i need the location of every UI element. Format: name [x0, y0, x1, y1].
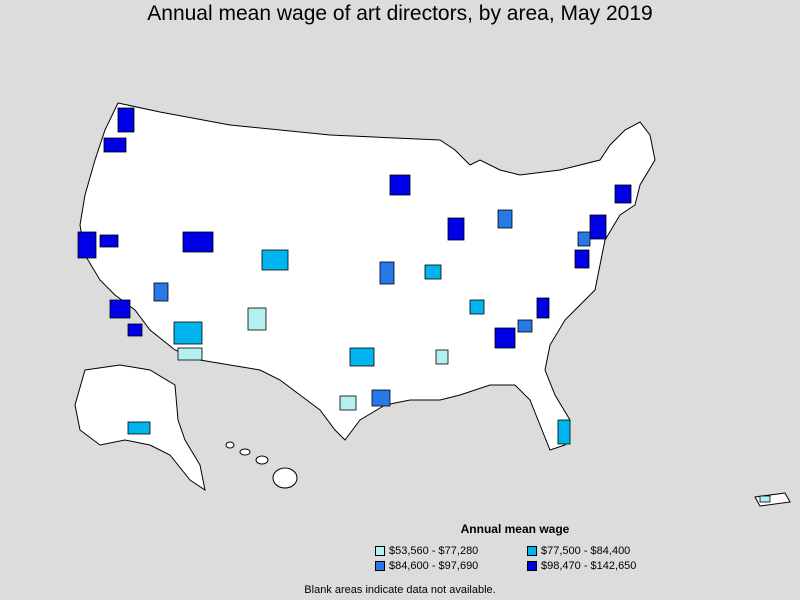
las-vegas-area [153, 282, 169, 302]
boston-area [614, 184, 632, 204]
legend-title: Annual mean wage [460, 522, 570, 536]
legend-label-3: $84,600 - $97,690 [389, 560, 479, 572]
nashville-area [469, 299, 485, 315]
ny-area [589, 214, 607, 240]
atlanta-area [494, 327, 516, 349]
san-diego-area [127, 323, 143, 337]
legend-swatch-3 [375, 561, 385, 571]
seattle-area [117, 107, 135, 133]
tucson-area [177, 347, 203, 361]
legend-swatch-1 [375, 546, 385, 556]
charlotte-area [517, 319, 533, 333]
memphis-area [435, 349, 449, 365]
metro-areas [77, 107, 771, 503]
hawaii-islands [225, 441, 298, 489]
legend-item-2: $77,500 - $84,400 [527, 545, 630, 557]
salt-lake-area [182, 231, 214, 253]
dallas-area [349, 347, 375, 367]
anchorage-area [127, 421, 151, 435]
sf-bay-area [77, 231, 97, 259]
legend-label-4: $98,470 - $142,650 [541, 560, 637, 572]
portland-area [103, 137, 127, 153]
map-title: Annual mean wage of art directors, by ar… [147, 2, 653, 25]
legend-swatch-2 [527, 546, 537, 556]
legend-item-4: $98,470 - $142,650 [527, 560, 636, 572]
contiguous-us-landmass [79, 102, 656, 451]
legend-item-3: $84,600 - $97,690 [375, 560, 478, 572]
minneapolis-area [389, 174, 411, 196]
denver-area [261, 249, 289, 271]
detroit-area [497, 209, 513, 229]
chicago-area [447, 217, 465, 241]
footnote: Blank areas indicate data not available. [304, 584, 496, 596]
san-antonio-area [339, 395, 357, 411]
los-angeles-area [109, 299, 131, 319]
raleigh-area [536, 297, 550, 319]
pr-area [759, 495, 771, 503]
legend-swatch-4 [527, 561, 537, 571]
miami-area [557, 419, 571, 445]
sacramento-area [99, 234, 119, 248]
stlouis-area [424, 264, 442, 280]
kansas-city-area [379, 261, 395, 285]
albuquerque-area [247, 307, 267, 331]
legend-label-2: $77,500 - $84,400 [541, 545, 631, 557]
philadelphia-area [577, 231, 591, 247]
phoenix-area [173, 321, 203, 345]
legend-item-1: $53,560 - $77,280 [375, 545, 478, 557]
legend-label-1: $53,560 - $77,280 [389, 545, 479, 557]
houston-area [371, 389, 391, 407]
dc-area [574, 249, 590, 269]
